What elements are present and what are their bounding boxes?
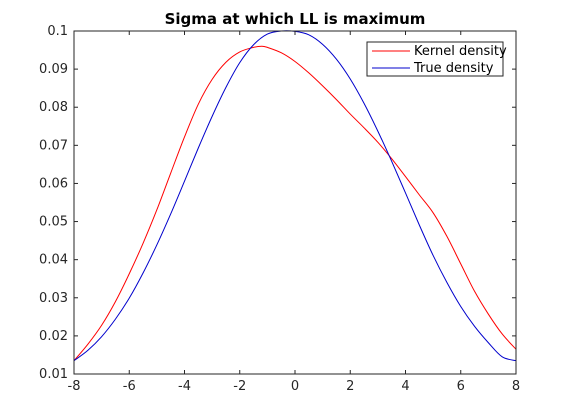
plot-area <box>74 31 516 374</box>
legend-label-kernel-density: Kernel density <box>414 44 507 59</box>
y-tick-label: 0.08 <box>39 100 68 115</box>
y-tick-label: 0.07 <box>39 138 68 153</box>
x-tick-label: -4 <box>178 379 191 394</box>
y-tick-label: 0.05 <box>39 215 68 230</box>
ticks-layer: -8 -6 -4 -2 0 2 4 6 8 0.01 0.02 0.03 0.04 0.05 0.06 0.0… <box>39 24 520 394</box>
x-tick-label: 2 <box>346 379 354 394</box>
series-line-kernel-density <box>73 45 517 361</box>
chart-title: Sigma at which LL is maximum <box>165 10 426 28</box>
x-tick-label: -2 <box>233 379 246 394</box>
legend: Kernel density True density <box>366 41 507 77</box>
y-tick-label: 0.1 <box>47 24 68 39</box>
x-tick-label: -8 <box>68 379 81 394</box>
x-tick-label: 8 <box>512 379 520 394</box>
x-tick-label: 4 <box>401 379 409 394</box>
legend-box <box>366 41 504 77</box>
x-tick-label: 0 <box>291 379 299 394</box>
y-tick-label: 0.02 <box>39 329 68 344</box>
axes-box <box>73 30 517 375</box>
x-tick-label: 6 <box>457 379 465 394</box>
y-tick-label: 0.04 <box>39 253 68 268</box>
y-tick-label: 0.01 <box>39 367 68 382</box>
y-tick-label: 0.03 <box>39 291 68 306</box>
legend-label-true-density: True density <box>413 61 494 76</box>
x-tick-label: -6 <box>123 379 136 394</box>
y-tick-label: 0.06 <box>39 176 68 191</box>
y-tick-label: 0.09 <box>39 62 68 77</box>
